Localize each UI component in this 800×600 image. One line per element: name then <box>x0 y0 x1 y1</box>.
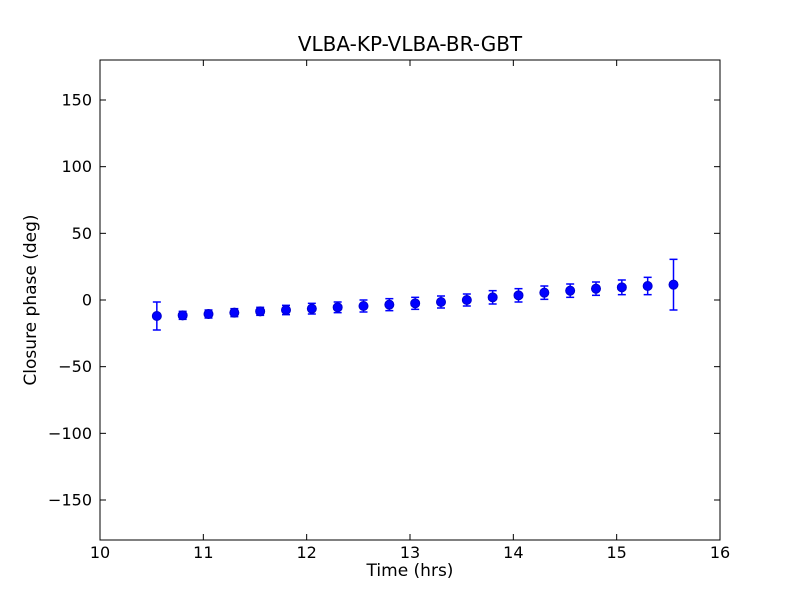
x-tick-label: 14 <box>503 543 523 562</box>
data-point <box>229 307 240 318</box>
data-point <box>591 283 601 294</box>
data-point <box>358 301 369 311</box>
data-point <box>384 299 395 310</box>
data-point <box>203 309 214 319</box>
x-axis-label: Time (hrs) <box>366 561 454 581</box>
y-tick-label: 100 <box>61 157 92 176</box>
data-point <box>177 310 188 321</box>
plot-area: 10 11 12 13 14 15 16 −150 −100 −50 0 50 100 150 <box>48 59 730 562</box>
y-tick-label: −100 <box>48 424 92 443</box>
y-tick-label: 50 <box>72 224 92 243</box>
data-point <box>565 285 576 296</box>
data-point <box>410 298 421 309</box>
data-point <box>616 282 627 293</box>
data-point <box>151 311 162 321</box>
data-point <box>306 303 317 314</box>
data-point <box>255 306 266 317</box>
data-point <box>461 295 472 305</box>
data-point <box>539 287 550 298</box>
data-point <box>281 305 291 315</box>
x-tick-label: 16 <box>710 543 730 562</box>
x-tick-label: 10 <box>90 543 110 562</box>
data-point <box>513 290 524 301</box>
data-point <box>487 292 498 303</box>
x-tick-label: 12 <box>296 543 316 562</box>
data-point <box>332 302 343 313</box>
y-axis-label: Closure phase (deg) <box>21 214 41 385</box>
y-tick-label: 0 <box>82 291 92 310</box>
x-tick-label: 13 <box>400 543 420 562</box>
plot-frame <box>99 59 721 541</box>
data-point <box>642 281 653 291</box>
x-tick-label: 15 <box>606 543 626 562</box>
data-point <box>668 279 679 290</box>
plot-title: VLBA-KP-VLBA-BR-GBT <box>298 32 523 56</box>
y-tick-label: 150 <box>61 91 92 110</box>
data-point <box>436 297 446 307</box>
y-tick-label: −150 <box>48 491 92 510</box>
x-tick-label: 11 <box>193 543 213 562</box>
y-tick-label: −50 <box>58 357 92 376</box>
